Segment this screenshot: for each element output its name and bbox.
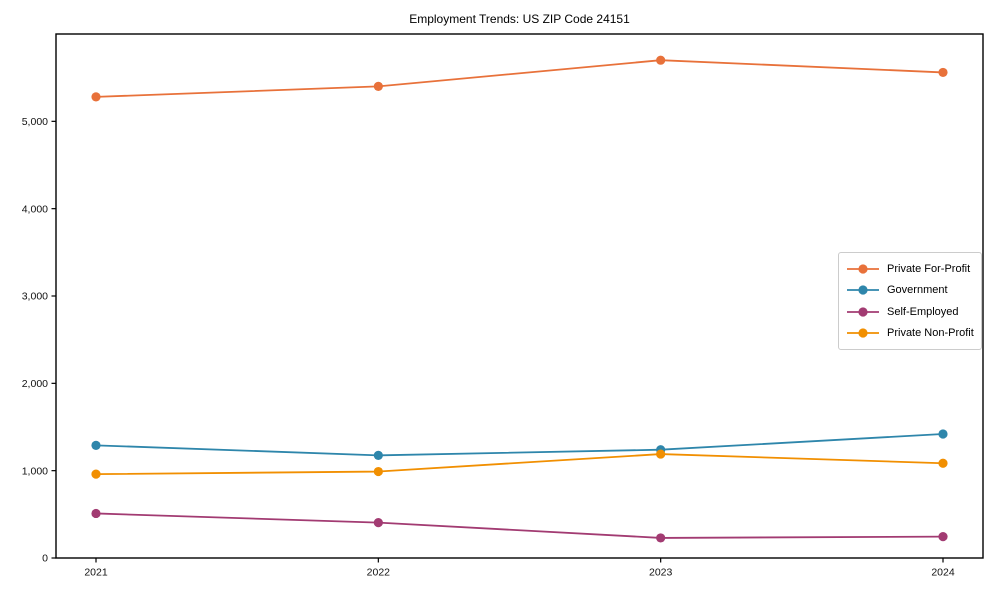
legend-sample-marker-icon [858,328,868,338]
legend-sample-marker-icon [858,264,868,274]
y-axis-tick-label: 1,000 [22,465,48,477]
legend-item: Private For-Profit [846,263,974,275]
data-point-marker [656,55,666,65]
legend-item: Government [846,284,974,296]
data-point-marker [91,440,101,450]
plot-frame [55,33,984,559]
data-point-marker [373,466,383,477]
x-axis-tick-label: 2022 [367,567,391,579]
y-axis-tick-label: 4,000 [22,203,48,215]
legend-item: Private Non-Profit [846,327,974,339]
data-point-marker [938,429,948,439]
legend-line-sample [847,328,879,338]
x-axis-tick-label: 2023 [649,567,673,579]
data-point-marker [91,469,101,479]
legend-label: Self-Employed [887,305,959,318]
series-line [95,512,944,539]
legend-label: Private Non-Profit [887,327,974,340]
series-line [95,453,944,476]
data-point-marker [938,458,948,468]
data-point-marker [656,533,666,543]
chart-legend: Private For-Profit Government Self-Employe… [838,252,982,350]
y-axis-tick-label: 5,000 [22,116,48,128]
data-point-marker [91,92,101,102]
legend-item: Self-Employed [846,306,974,318]
legend-line-sample [847,285,879,295]
data-point-marker [373,518,383,528]
legend-label: Government [887,284,948,297]
data-point-marker [373,450,383,460]
legend-sample-marker-icon [858,285,868,295]
series-line [95,59,944,98]
chart-title: Employment Trends: US ZIP Code 24151 [409,12,630,26]
y-axis-tick-label: 0 [42,553,48,565]
data-point-marker [938,532,948,542]
data-point-marker [656,449,666,459]
data-point-marker [91,508,101,519]
legend-line-sample [847,307,879,317]
legend-sample-marker-icon [858,307,868,317]
data-point-marker [373,81,383,91]
data-point-marker [938,67,948,78]
y-axis-tick-label: 3,000 [22,291,48,303]
legend-line-sample [847,264,879,274]
x-axis-tick-label: 2024 [931,567,955,579]
legend-label: Private For-Profit [887,262,971,275]
series-line [95,433,944,457]
x-axis-tick-label: 2021 [84,567,108,579]
y-axis-tick-label: 2,000 [22,378,48,390]
